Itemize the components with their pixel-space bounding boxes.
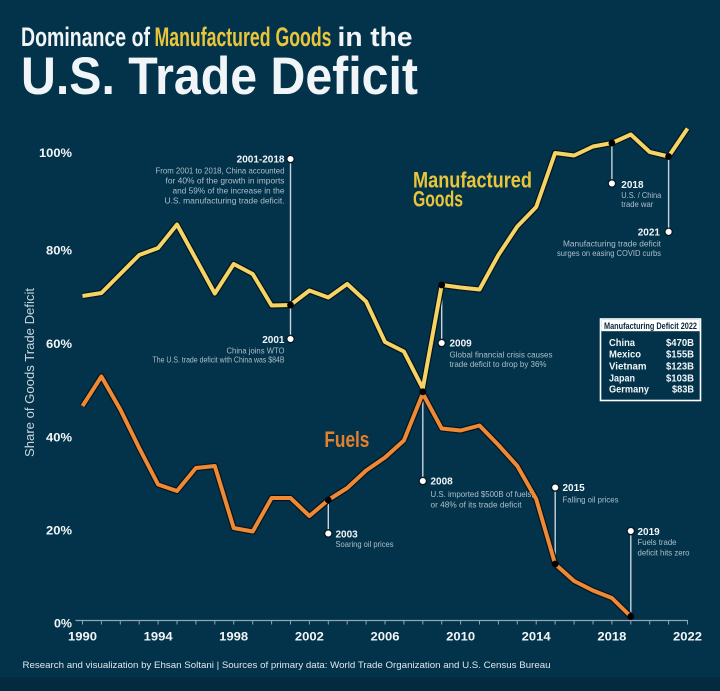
svg-text:1990: 1990 bbox=[68, 629, 97, 643]
svg-text:2009: 2009 bbox=[450, 339, 473, 350]
svg-text:2002: 2002 bbox=[295, 629, 324, 643]
svg-text:Manufactured Goods: Manufactured Goods bbox=[155, 22, 332, 52]
svg-text:China: China bbox=[609, 337, 635, 349]
svg-text:surges on easing COVID curbs: surges on easing COVID curbs bbox=[557, 248, 661, 258]
svg-text:deficit hits zero: deficit hits zero bbox=[638, 547, 690, 557]
svg-text:Research and visualization by: Research and visualization by Ehsan Solt… bbox=[23, 660, 551, 670]
svg-text:or 48% of its trade deficit: or 48% of its trade deficit bbox=[431, 500, 523, 510]
svg-text:$470B: $470B bbox=[666, 337, 694, 349]
svg-text:The U.S. trade deficit with Ch: The U.S. trade deficit with China was $8… bbox=[153, 355, 285, 365]
svg-text:2018: 2018 bbox=[621, 180, 644, 191]
svg-text:Manufacturing trade deficit: Manufacturing trade deficit bbox=[563, 239, 662, 249]
svg-text:2015: 2015 bbox=[563, 483, 586, 494]
svg-text:100%: 100% bbox=[39, 146, 72, 160]
svg-text:2003: 2003 bbox=[336, 529, 359, 540]
svg-text:1994: 1994 bbox=[144, 629, 173, 643]
svg-text:2014: 2014 bbox=[522, 629, 551, 643]
svg-text:and 59% of the increase in the: and 59% of the increase in the bbox=[173, 186, 285, 196]
svg-text:China joins WTO: China joins WTO bbox=[227, 345, 285, 355]
svg-text:Fuels: Fuels bbox=[324, 427, 369, 452]
svg-text:Fuels trade: Fuels trade bbox=[638, 537, 677, 547]
svg-text:60%: 60% bbox=[46, 337, 72, 351]
svg-text:for 40% of the growth in impor: for 40% of the growth in imports bbox=[166, 176, 285, 186]
svg-text:Germany: Germany bbox=[609, 384, 649, 396]
svg-text:Global financial crisis causes: Global financial crisis causes bbox=[450, 349, 553, 359]
svg-text:Vietnam: Vietnam bbox=[609, 361, 647, 373]
svg-text:2022: 2022 bbox=[673, 629, 702, 643]
svg-text:$123B: $123B bbox=[666, 361, 694, 373]
svg-text:$103B: $103B bbox=[666, 372, 694, 384]
svg-text:1998: 1998 bbox=[219, 629, 248, 643]
svg-text:$83B: $83B bbox=[672, 384, 694, 396]
svg-text:20%: 20% bbox=[46, 523, 72, 537]
svg-text:trade war: trade war bbox=[621, 199, 653, 209]
svg-text:2001-2018: 2001-2018 bbox=[237, 155, 285, 166]
svg-text:Dominance of: Dominance of bbox=[21, 22, 151, 52]
svg-text:U.S. / China: U.S. / China bbox=[621, 190, 661, 200]
svg-text:2006: 2006 bbox=[371, 629, 400, 643]
svg-text:2010: 2010 bbox=[446, 629, 475, 643]
svg-text:Goods: Goods bbox=[413, 186, 463, 211]
svg-text:$155B: $155B bbox=[666, 349, 694, 361]
svg-text:2008: 2008 bbox=[431, 476, 454, 487]
svg-text:Japan: Japan bbox=[609, 372, 635, 384]
svg-text:Falling oil prices: Falling oil prices bbox=[563, 494, 619, 504]
svg-text:40%: 40% bbox=[46, 430, 72, 444]
svg-text:U.S. Trade Deficit: U.S. Trade Deficit bbox=[21, 47, 418, 106]
svg-text:Mexico: Mexico bbox=[609, 349, 641, 361]
svg-text:U.S. manufacturing trade defic: U.S. manufacturing trade deficit. bbox=[165, 196, 285, 206]
svg-text:2001: 2001 bbox=[262, 335, 285, 346]
svg-text:in the: in the bbox=[338, 22, 413, 52]
svg-text:trade deficit to drop by 36%: trade deficit to drop by 36% bbox=[450, 359, 547, 369]
svg-text:2018: 2018 bbox=[597, 629, 626, 643]
svg-text:Share of Goods Trade Deficit: Share of Goods Trade Deficit bbox=[23, 287, 37, 457]
svg-text:From 2001 to 2018, China accou: From 2001 to 2018, China accounted bbox=[156, 166, 285, 176]
svg-text:Manufactured: Manufactured bbox=[413, 167, 532, 192]
svg-text:Soaring oil prices: Soaring oil prices bbox=[336, 539, 394, 549]
svg-text:0%: 0% bbox=[54, 616, 72, 630]
svg-text:80%: 80% bbox=[46, 243, 72, 257]
svg-text:2021: 2021 bbox=[638, 228, 661, 239]
svg-text:2019: 2019 bbox=[638, 527, 661, 538]
svg-text:U.S. imported $500B of fuels,: U.S. imported $500B of fuels, bbox=[431, 489, 534, 499]
svg-text:Manufacturing Deficit 2022: Manufacturing Deficit 2022 bbox=[604, 321, 697, 331]
